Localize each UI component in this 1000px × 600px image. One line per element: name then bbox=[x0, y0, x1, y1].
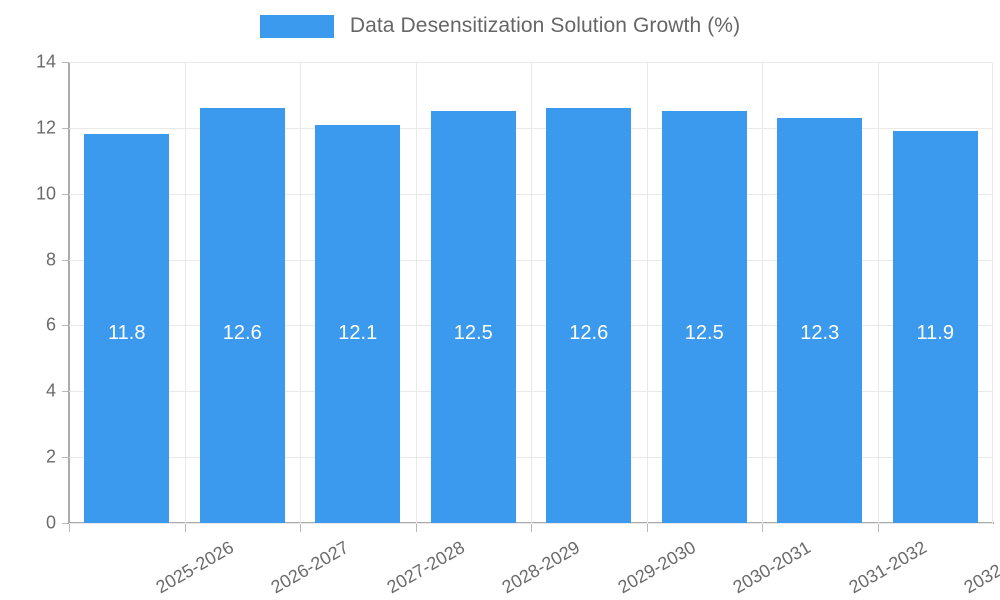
x-tick-mark bbox=[184, 524, 186, 532]
y-tick-mark bbox=[62, 457, 69, 459]
y-tick-mark bbox=[62, 193, 69, 195]
y-tick-mark bbox=[62, 259, 69, 261]
bar[interactable] bbox=[315, 124, 401, 523]
gridline-vertical bbox=[877, 62, 879, 523]
y-tick-label: 4 bbox=[45, 380, 56, 401]
y-tick-mark bbox=[62, 325, 69, 327]
chart-legend: Data Desensitization Solution Growth (%) bbox=[0, 14, 1000, 38]
y-tick-label: 6 bbox=[45, 314, 56, 335]
x-tick-label: 2026-2027 bbox=[267, 537, 353, 598]
y-tick-label: 14 bbox=[35, 51, 56, 72]
plot-area: 11.8 12.6 12.1 12.5 12.6 12.5 12.3 11.9 bbox=[69, 62, 993, 524]
y-tick-label: 2 bbox=[45, 446, 56, 467]
bar-value-label: 12.1 bbox=[338, 322, 378, 345]
x-tick-mark bbox=[877, 524, 879, 532]
y-tick-label: 0 bbox=[45, 512, 56, 533]
gridline-vertical bbox=[300, 62, 301, 523]
x-tick-label: 2032-2033 bbox=[960, 537, 1000, 598]
bar[interactable] bbox=[546, 108, 632, 523]
gridline-vertical bbox=[646, 62, 648, 523]
x-tick-label: 2025-2026 bbox=[152, 537, 237, 598]
bar[interactable] bbox=[84, 134, 170, 523]
bar-value-label: 12.3 bbox=[800, 322, 840, 345]
gridline-vertical bbox=[531, 62, 532, 523]
y-tick-mark bbox=[62, 62, 69, 63]
x-tick-mark bbox=[646, 524, 648, 532]
x-tick-mark bbox=[69, 524, 70, 532]
bar[interactable] bbox=[661, 111, 747, 523]
x-tick-label: 2027-2028 bbox=[383, 537, 468, 598]
y-tick-mark bbox=[62, 391, 69, 393]
x-tick-mark bbox=[300, 524, 301, 532]
bar-value-label: 12.5 bbox=[453, 322, 493, 345]
x-tick-mark bbox=[531, 524, 532, 532]
x-tick-label: 2031-2032 bbox=[845, 537, 930, 598]
y-axis-line bbox=[68, 62, 70, 524]
legend-label-series-0[interactable]: Data Desensitization Solution Growth (%) bbox=[349, 14, 741, 37]
x-tick-label: 2029-2030 bbox=[614, 537, 699, 598]
y-tick-mark bbox=[62, 127, 69, 129]
gridline-horizontal bbox=[69, 523, 993, 524]
bar-value-label: 11.8 bbox=[108, 322, 146, 345]
x-tick-mark bbox=[415, 524, 417, 532]
y-tick-label: 12 bbox=[35, 117, 56, 138]
legend-swatch-series-0[interactable] bbox=[259, 14, 334, 38]
y-tick-mark bbox=[62, 523, 69, 524]
x-tick-label: 2028-2029 bbox=[498, 537, 584, 598]
bar-value-label: 12.6 bbox=[569, 322, 609, 345]
bar-value-label: 12.6 bbox=[222, 322, 262, 345]
x-tick-mark bbox=[762, 524, 763, 532]
gridline-vertical bbox=[184, 62, 186, 523]
gridline-vertical bbox=[762, 62, 763, 523]
gridline-vertical bbox=[415, 62, 417, 523]
bar[interactable] bbox=[199, 108, 285, 523]
bar[interactable] bbox=[430, 111, 516, 523]
y-tick-label: 8 bbox=[45, 249, 56, 270]
bar[interactable] bbox=[777, 117, 863, 523]
y-axis-ticks: 0 2 4 6 8 10 12 14 bbox=[0, 0, 69, 600]
plot-right-border bbox=[992, 62, 993, 523]
y-tick-label: 10 bbox=[35, 183, 56, 204]
bar[interactable] bbox=[892, 131, 978, 523]
x-tick-label: 2030-2031 bbox=[729, 537, 815, 598]
bar-value-label: 11.9 bbox=[916, 322, 954, 345]
bar-value-label: 12.5 bbox=[684, 322, 724, 345]
